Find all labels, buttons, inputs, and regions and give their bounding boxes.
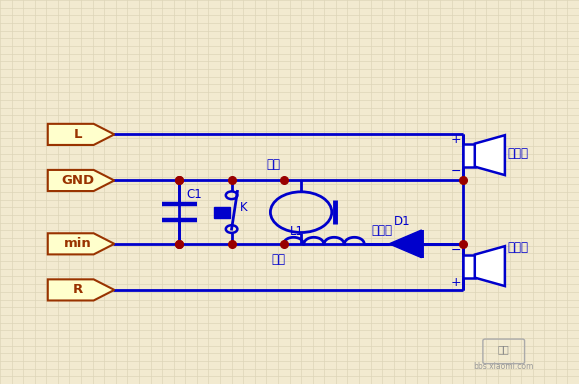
- Text: K: K: [240, 201, 247, 214]
- Polygon shape: [48, 280, 115, 300]
- Text: 电感: 电感: [271, 253, 285, 266]
- Polygon shape: [48, 124, 115, 145]
- Bar: [463, 144, 475, 167]
- Bar: [463, 255, 475, 278]
- Text: 小米: 小米: [498, 344, 510, 354]
- Text: 二极管: 二极管: [372, 224, 393, 237]
- Text: +: +: [451, 276, 461, 289]
- Text: −: −: [451, 243, 461, 257]
- Text: 扬声器: 扬声器: [508, 147, 529, 160]
- Text: +: +: [451, 132, 461, 146]
- Polygon shape: [389, 230, 422, 258]
- Text: −: −: [451, 165, 461, 178]
- Text: C1: C1: [186, 187, 202, 200]
- Text: L: L: [74, 128, 82, 141]
- Text: min: min: [64, 237, 91, 250]
- Polygon shape: [475, 135, 505, 175]
- Text: L1: L1: [290, 225, 303, 238]
- Text: D1: D1: [394, 215, 411, 228]
- Text: 话筒: 话筒: [266, 158, 280, 171]
- Polygon shape: [48, 170, 115, 191]
- Text: bbs.xiaomi.com: bbs.xiaomi.com: [474, 362, 534, 371]
- Bar: [214, 207, 230, 217]
- Text: 扬声器: 扬声器: [508, 241, 529, 254]
- Polygon shape: [48, 233, 115, 255]
- Text: R: R: [72, 283, 83, 296]
- Polygon shape: [475, 246, 505, 286]
- Text: GND: GND: [61, 174, 94, 187]
